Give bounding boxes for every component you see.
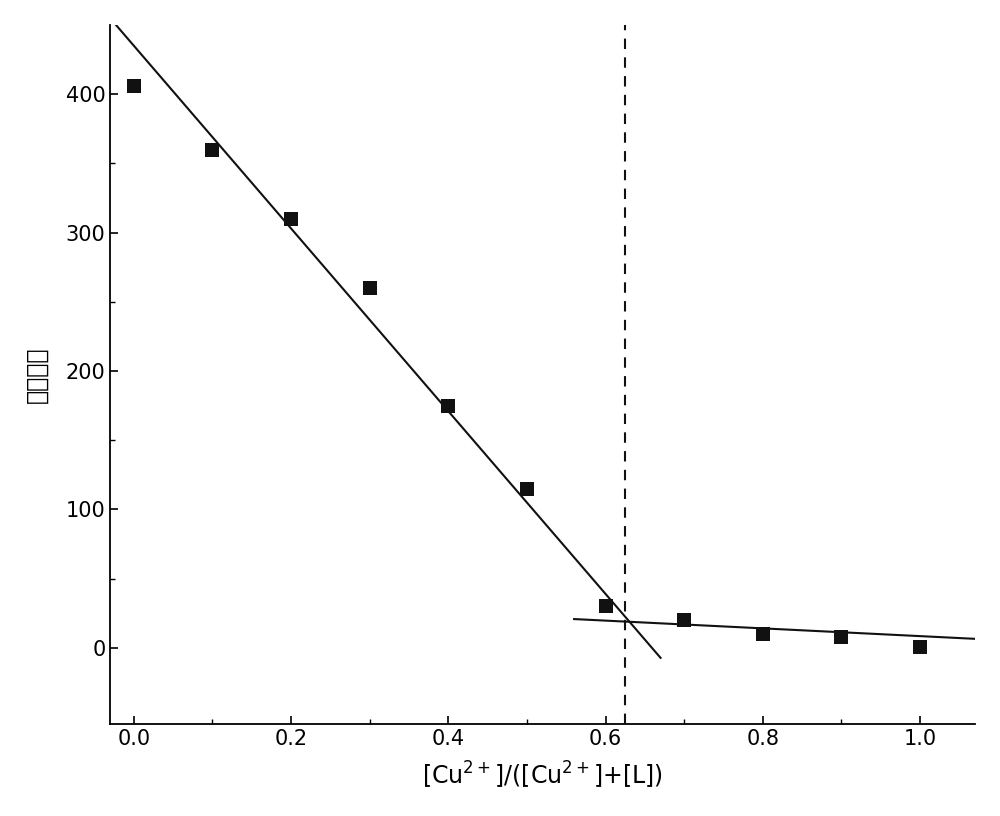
X-axis label: [Cu$^{2+}$]/([Cu$^{2+}$]+[L]): [Cu$^{2+}$]/([Cu$^{2+}$]+[L]) xyxy=(422,760,663,791)
Y-axis label: 荧光强度: 荧光强度 xyxy=(25,346,49,403)
